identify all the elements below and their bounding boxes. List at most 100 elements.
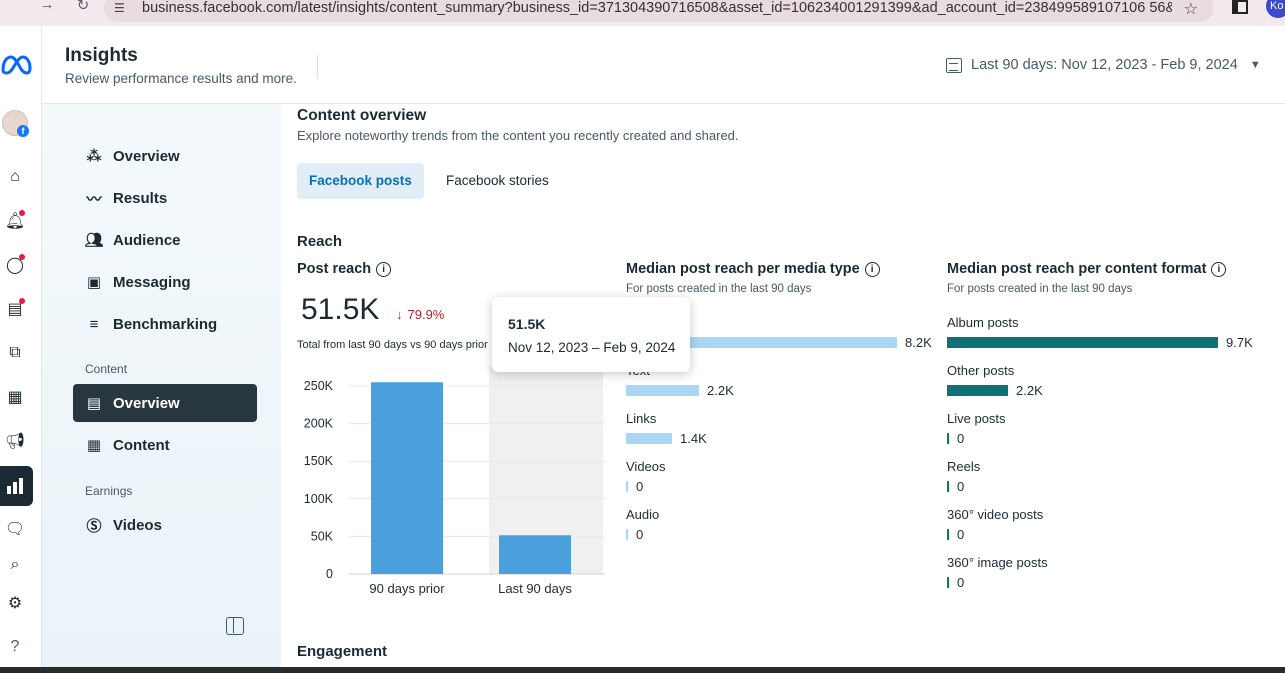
bar-row-value: 2.2K xyxy=(707,383,734,398)
sidebar-item-content[interactable]: ▦ Content xyxy=(73,426,257,464)
bookmark-star-icon[interactable]: ☆ xyxy=(1183,1,1198,18)
media-type-subtitle: For posts created in the last 90 days xyxy=(626,283,812,295)
contacts-icon[interactable]: ▤ xyxy=(7,301,23,318)
tab-facebook-stories[interactable]: Facebook stories xyxy=(446,173,549,188)
chart-y-tick-label: 250K xyxy=(304,379,334,393)
sidebar-item-overview[interactable]: ⁂ Overview xyxy=(73,137,257,175)
chart-bar[interactable] xyxy=(371,382,443,574)
chart-tooltip: 51.5K Nov 12, 2023 – Feb 9, 2024 xyxy=(492,297,690,372)
info-icon[interactable]: i xyxy=(864,261,880,277)
bar-row-bar[interactable] xyxy=(626,337,897,348)
post-reach-delta: ↓ 79.9% xyxy=(396,307,444,322)
bar-row-value: 0 xyxy=(636,527,644,542)
notification-dot xyxy=(19,210,25,216)
tab-facebook-posts[interactable]: Facebook posts xyxy=(297,163,424,199)
tooltip-dates: Nov 12, 2023 – Feb 9, 2024 xyxy=(508,340,676,355)
sidebar-item-label: Messaging xyxy=(113,273,191,291)
bar-row-bar[interactable] xyxy=(947,385,1008,396)
chart-y-tick-label: 0 xyxy=(326,567,333,581)
bar-row-zero-tick xyxy=(626,529,628,540)
info-icon[interactable]: i xyxy=(1211,261,1227,277)
bar-row-value: 8.2K xyxy=(905,335,932,350)
post-reach-bar-chart: 250K 200K 150K 100K 50K 0 90 days prior Last 90… xyxy=(304,366,605,596)
url-text[interactable]: business.facebook.com/latest/insights/co… xyxy=(142,0,1172,16)
insights-bar-icon[interactable] xyxy=(5,476,25,496)
bar-row-bar[interactable] xyxy=(626,433,672,444)
calendar-icon xyxy=(946,57,962,73)
search-icon[interactable]: ⌕ xyxy=(10,556,20,573)
sidebar-item-label: Overview xyxy=(113,394,180,412)
inbox-icon[interactable]: ◯ xyxy=(6,257,24,274)
table-icon: ▦ xyxy=(86,437,102,454)
date-range-picker[interactable]: Last 90 days: Nov 12, 2023 - Feb 9, 2024… xyxy=(946,57,1261,73)
content-format-subtitle: For posts created in the last 90 days xyxy=(947,283,1133,295)
sidebar-item-label: Content xyxy=(113,436,170,454)
tooltip-value: 51.5K xyxy=(508,316,546,332)
header-divider xyxy=(317,55,318,79)
post-reach-title-text: Post reach xyxy=(297,261,372,277)
chart-bar[interactable] xyxy=(499,535,571,574)
post-reach-note: Total from last 90 days vs 90 days prior xyxy=(297,339,488,351)
sidebar-item-audience[interactable]: 👥︎ Audience xyxy=(73,221,257,259)
chevron-down-icon: ▼ xyxy=(1249,59,1261,71)
browser-toolbar: → ↻ ☰ business.facebook.com/latest/insig… xyxy=(0,0,1285,26)
bar-row-label: Reels xyxy=(947,459,981,474)
comments-icon[interactable]: 🗨︎ xyxy=(4,521,26,538)
post-reach-value: 51.5K xyxy=(301,293,380,326)
sidebar-item-results[interactable]: 〰 Results xyxy=(73,179,257,217)
info-icon[interactable]: i xyxy=(376,261,392,277)
insights-header xyxy=(42,26,1285,104)
sidebar-item-messaging[interactable]: ▣ Messaging xyxy=(73,263,257,301)
settings-gear-icon[interactable]: ⚙ xyxy=(7,595,23,612)
page-title: Insights xyxy=(65,45,138,66)
post-reach-title: Post reach i xyxy=(297,261,392,277)
arrow-down-icon: ↓ xyxy=(396,307,403,322)
bar-row-label: Live posts xyxy=(947,411,1006,426)
bar-row-label: 360° image posts xyxy=(947,555,1048,570)
people-icon: 👥︎ xyxy=(84,232,104,249)
address-bar[interactable]: ☰ business.facebook.com/latest/insights/… xyxy=(104,0,1214,22)
bar-row-zero-tick xyxy=(947,481,949,492)
help-icon[interactable]: ? xyxy=(10,638,20,655)
section-description: Explore noteworthy trends from the conte… xyxy=(297,128,739,143)
bar-row-value: 0 xyxy=(636,479,644,494)
meta-logo-icon[interactable] xyxy=(0,52,32,78)
dollar-icon: Ⓢ xyxy=(86,517,102,535)
sidebar-section-earnings: Earnings xyxy=(85,484,133,498)
sidebar-item-benchmarking[interactable]: ≡ Benchmarking xyxy=(73,305,257,343)
media-type-title: Median post reach per media type i xyxy=(626,261,880,277)
bar-row-value: 0 xyxy=(957,575,965,590)
bar-row-label: Videos xyxy=(626,459,666,474)
home-icon[interactable]: ⌂ xyxy=(10,168,20,185)
content-format-title: Median post reach per content format i xyxy=(947,261,1227,277)
sidebar-section-content: Content xyxy=(85,362,128,376)
benchmark-icon: ≡ xyxy=(89,315,99,333)
bar-row-label: Audio xyxy=(626,507,660,522)
bar-row-bar[interactable] xyxy=(947,337,1218,348)
notifications-icon[interactable]: 🔔︎ xyxy=(4,213,26,230)
bar-row-zero-tick xyxy=(626,481,628,492)
collapse-sidebar-icon[interactable] xyxy=(226,617,244,635)
bar-row-value: 9.7K xyxy=(1226,335,1253,350)
bar-row-value: 0 xyxy=(957,527,965,542)
sidebar-item-videos[interactable]: Ⓢ Videos xyxy=(73,506,257,544)
side-panel-icon[interactable] xyxy=(1232,0,1248,14)
page-avatar[interactable]: f xyxy=(2,110,29,137)
engagement-heading: Engagement xyxy=(297,643,388,660)
section-title: Content overview xyxy=(297,107,427,124)
pages-icon[interactable]: ⧉ xyxy=(9,344,21,361)
nodes-icon: ⁂ xyxy=(86,148,102,165)
reload-icon[interactable]: ↻ xyxy=(76,0,90,14)
chart-y-tick-label: 200K xyxy=(304,417,334,431)
inbox-dot xyxy=(19,254,25,260)
ads-megaphone-icon[interactable]: 📢︎ xyxy=(4,433,26,450)
bar-row-bar[interactable] xyxy=(626,385,699,396)
site-settings-icon[interactable]: ☰ xyxy=(114,1,125,15)
planner-icon[interactable]: ▦ xyxy=(7,389,23,406)
forward-icon[interactable]: → xyxy=(39,0,55,13)
bar-row-label: 360° video posts xyxy=(947,507,1044,522)
sidebar-item-content-overview[interactable]: ▤ Overview xyxy=(73,384,257,422)
sidebar-item-label: Overview xyxy=(113,147,180,165)
profile-avatar[interactable]: Ko xyxy=(1266,0,1285,18)
post-reach-delta-value: 79.9% xyxy=(407,307,445,322)
